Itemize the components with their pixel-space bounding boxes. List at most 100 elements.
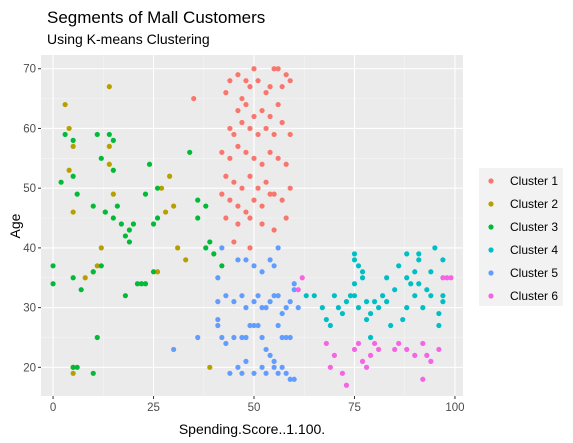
point-cluster-6	[420, 340, 426, 347]
data-points	[50, 66, 454, 388]
legend-label-cluster-5: Cluster 5	[510, 266, 558, 280]
point-cluster-3	[203, 245, 209, 251]
point-cluster-6	[371, 340, 378, 347]
point-cluster-5	[287, 334, 293, 341]
point-cluster-2	[106, 161, 112, 167]
point-cluster-1	[219, 149, 225, 155]
point-cluster-5	[171, 346, 177, 353]
point-cluster-5	[279, 334, 285, 341]
point-cluster-1	[271, 66, 277, 72]
point-cluster-3	[142, 191, 149, 197]
point-cluster-1	[279, 119, 285, 126]
point-cluster-1	[271, 131, 277, 138]
point-cluster-5	[275, 293, 281, 299]
point-cluster-1	[235, 143, 241, 149]
point-cluster-1	[235, 203, 241, 209]
point-cluster-1	[287, 78, 293, 84]
point-cluster-3	[70, 275, 76, 281]
point-cluster-1	[239, 119, 245, 126]
point-cluster-4	[384, 275, 390, 281]
point-cluster-3	[207, 239, 213, 245]
point-cluster-4	[440, 257, 446, 263]
point-cluster-2	[183, 257, 189, 263]
point-cluster-2	[70, 209, 76, 215]
point-cluster-1	[231, 131, 237, 138]
point-cluster-6	[359, 358, 366, 364]
point-cluster-1	[271, 227, 277, 233]
point-cluster-1	[231, 239, 237, 245]
point-cluster-5	[195, 334, 201, 341]
point-cluster-1	[267, 84, 273, 90]
x-tick-label: 0	[50, 402, 56, 414]
point-cluster-1	[243, 209, 249, 215]
point-cluster-3	[142, 281, 149, 287]
point-cluster-5	[227, 370, 233, 376]
point-cluster-5	[287, 376, 293, 382]
point-cluster-6	[396, 340, 402, 347]
point-cluster-5	[235, 364, 241, 370]
point-cluster-1	[247, 125, 253, 132]
point-cluster-5	[243, 257, 249, 263]
point-cluster-2	[94, 263, 100, 269]
point-cluster-5	[283, 334, 289, 341]
point-cluster-3	[126, 239, 133, 245]
point-cluster-4	[440, 299, 446, 305]
point-cluster-2	[98, 245, 104, 251]
point-cluster-5	[243, 358, 249, 364]
point-cluster-6	[323, 340, 329, 347]
point-cluster-3	[62, 131, 68, 138]
point-cluster-6	[420, 376, 426, 382]
point-cluster-2	[110, 191, 116, 197]
legend-label-cluster-3: Cluster 3	[510, 220, 558, 234]
point-cluster-1	[235, 221, 241, 227]
point-cluster-2	[175, 245, 181, 251]
point-cluster-5	[247, 322, 253, 329]
point-cluster-4	[331, 293, 337, 299]
point-cluster-5	[279, 364, 285, 370]
point-cluster-5	[279, 310, 285, 317]
point-cluster-1	[223, 173, 229, 179]
y-tick-label: 20	[23, 362, 36, 374]
point-cluster-5	[271, 293, 277, 299]
point-cluster-1	[235, 107, 241, 114]
legend-label-cluster-2: Cluster 2	[510, 197, 558, 211]
point-cluster-5	[215, 275, 221, 281]
point-cluster-2	[154, 269, 161, 275]
point-cluster-2	[162, 209, 169, 215]
point-cluster-6	[339, 370, 346, 376]
point-cluster-5	[223, 340, 229, 347]
point-cluster-1	[239, 95, 245, 102]
point-cluster-5	[215, 322, 221, 329]
point-cluster-4	[416, 251, 422, 257]
point-cluster-3	[154, 185, 161, 191]
point-cluster-4	[351, 251, 358, 257]
point-cluster-5	[251, 299, 257, 305]
point-cluster-1	[227, 155, 233, 161]
point-cluster-2	[171, 203, 177, 209]
point-cluster-2	[66, 167, 72, 173]
point-cluster-4	[428, 293, 434, 299]
point-cluster-1	[227, 125, 233, 132]
point-cluster-3	[110, 215, 116, 221]
point-cluster-1	[255, 185, 261, 191]
point-cluster-1	[251, 197, 257, 203]
point-cluster-3	[50, 263, 56, 269]
y-tick-label: 70	[23, 64, 36, 76]
point-cluster-5	[259, 334, 265, 341]
point-cluster-6	[299, 275, 305, 281]
legend-key-cluster-6	[488, 293, 494, 299]
point-cluster-3	[110, 167, 116, 173]
x-tick-label: 50	[248, 402, 261, 414]
point-cluster-3	[70, 173, 76, 179]
point-cluster-1	[263, 125, 269, 132]
legend-key-cluster-5	[488, 270, 494, 276]
point-cluster-4	[323, 316, 329, 323]
point-cluster-3	[98, 155, 104, 161]
point-cluster-5	[275, 322, 281, 329]
point-cluster-1	[191, 95, 197, 102]
point-cluster-3	[122, 293, 128, 299]
point-cluster-2	[66, 125, 72, 132]
point-cluster-1	[287, 185, 293, 191]
point-cluster-3	[211, 251, 217, 257]
point-cluster-6	[295, 287, 301, 293]
